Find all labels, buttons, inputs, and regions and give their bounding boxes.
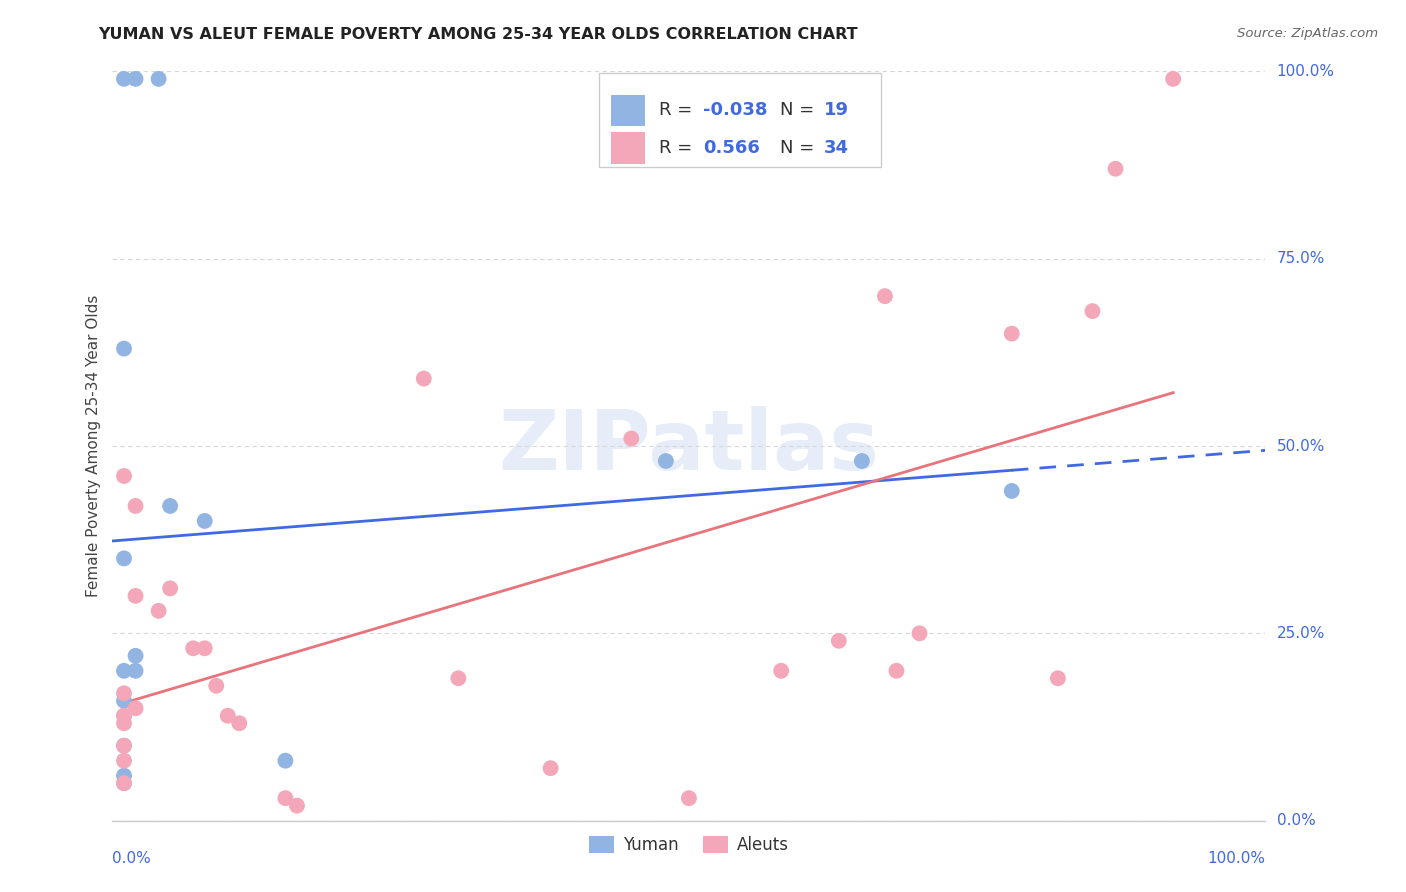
Point xyxy=(828,633,851,648)
Point xyxy=(112,664,135,678)
Point xyxy=(205,679,228,693)
Text: ZIPatlas: ZIPatlas xyxy=(499,406,879,486)
Point xyxy=(678,791,700,805)
Point xyxy=(851,454,873,468)
Point xyxy=(908,626,931,640)
Point xyxy=(194,641,217,656)
Legend: Yuman, Aleuts: Yuman, Aleuts xyxy=(582,830,796,861)
Point xyxy=(1046,671,1069,685)
Text: 75.0%: 75.0% xyxy=(1277,252,1324,266)
Point xyxy=(112,469,135,483)
Point xyxy=(540,761,562,775)
Text: 0.0%: 0.0% xyxy=(112,851,152,866)
Point xyxy=(1081,304,1104,318)
Point xyxy=(447,671,470,685)
Point xyxy=(148,604,170,618)
Point xyxy=(124,589,146,603)
Bar xyxy=(610,132,645,163)
Point xyxy=(873,289,896,303)
Text: 0.0%: 0.0% xyxy=(1277,814,1315,828)
Point xyxy=(770,664,793,678)
Point xyxy=(112,708,135,723)
Point xyxy=(124,71,146,86)
Bar xyxy=(610,95,645,126)
Text: N =: N = xyxy=(780,102,820,120)
Point xyxy=(217,708,239,723)
Text: 100.0%: 100.0% xyxy=(1277,64,1334,78)
Point xyxy=(886,664,908,678)
Point xyxy=(112,342,135,356)
Point xyxy=(181,641,204,656)
Text: Source: ZipAtlas.com: Source: ZipAtlas.com xyxy=(1237,27,1378,40)
Point xyxy=(112,739,135,753)
Point xyxy=(655,454,678,468)
Point xyxy=(124,648,146,663)
Point xyxy=(194,514,217,528)
Text: R =: R = xyxy=(659,139,704,157)
Point xyxy=(112,551,135,566)
Point xyxy=(1104,161,1126,176)
Point xyxy=(112,739,135,753)
Point xyxy=(1001,483,1024,498)
Text: 50.0%: 50.0% xyxy=(1277,439,1324,453)
Point xyxy=(124,701,146,715)
Text: N =: N = xyxy=(780,139,820,157)
Text: 34: 34 xyxy=(824,139,849,157)
Point xyxy=(412,371,434,385)
Point xyxy=(112,708,135,723)
Point xyxy=(228,716,250,731)
Point xyxy=(112,71,135,86)
Point xyxy=(124,664,146,678)
Point xyxy=(159,499,181,513)
Point xyxy=(112,769,135,783)
Text: 19: 19 xyxy=(824,102,849,120)
Point xyxy=(285,798,308,813)
Point xyxy=(112,776,135,790)
Point xyxy=(112,776,135,790)
Point xyxy=(274,754,297,768)
Point xyxy=(274,791,297,805)
Point xyxy=(159,582,181,596)
FancyBboxPatch shape xyxy=(599,73,882,167)
Point xyxy=(112,716,135,731)
Text: 25.0%: 25.0% xyxy=(1277,626,1324,640)
Point xyxy=(112,754,135,768)
Point xyxy=(112,694,135,708)
Point xyxy=(124,499,146,513)
Point xyxy=(620,432,643,446)
Point xyxy=(112,686,135,700)
Text: 0.566: 0.566 xyxy=(703,139,759,157)
Text: YUMAN VS ALEUT FEMALE POVERTY AMONG 25-34 YEAR OLDS CORRELATION CHART: YUMAN VS ALEUT FEMALE POVERTY AMONG 25-3… xyxy=(98,27,858,42)
Text: -0.038: -0.038 xyxy=(703,102,768,120)
Text: R =: R = xyxy=(659,102,697,120)
Point xyxy=(1161,71,1184,86)
Point xyxy=(1001,326,1024,341)
Text: 100.0%: 100.0% xyxy=(1208,851,1265,866)
Y-axis label: Female Poverty Among 25-34 Year Olds: Female Poverty Among 25-34 Year Olds xyxy=(86,295,101,597)
Point xyxy=(148,71,170,86)
